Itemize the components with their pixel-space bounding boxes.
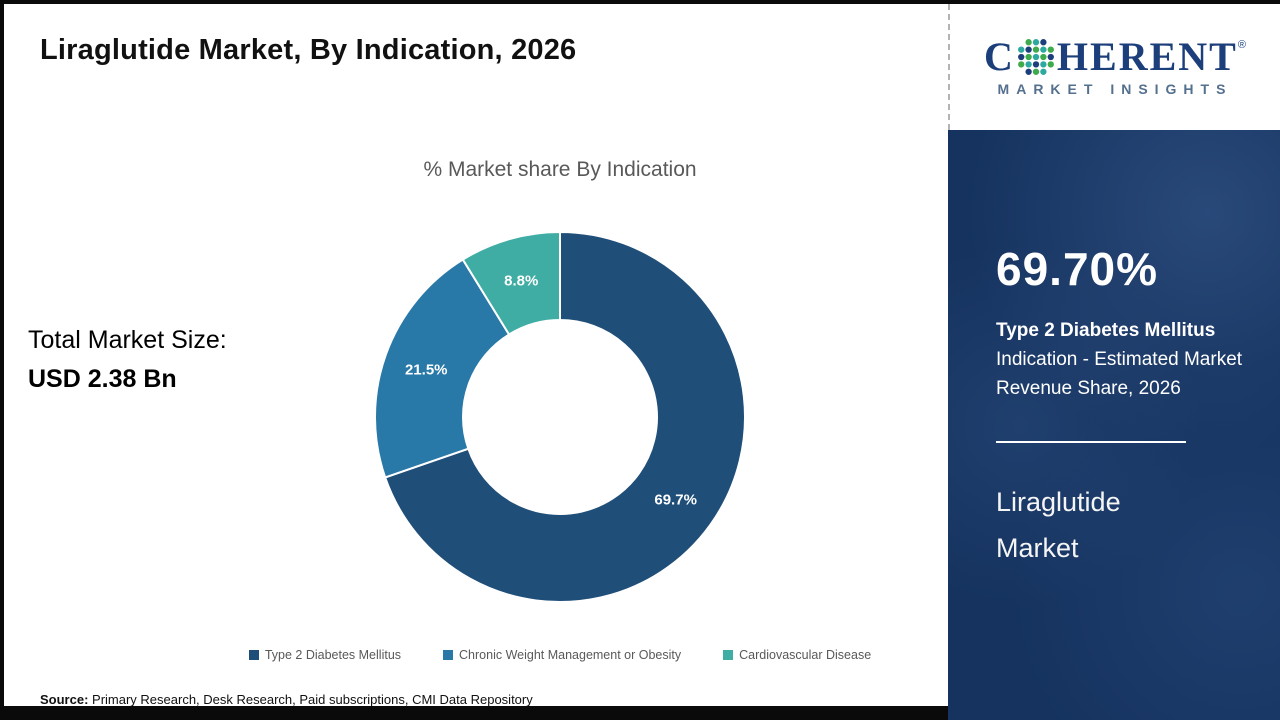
legend-swatch [248,650,259,660]
brand-wordmark: HERENT [1056,34,1238,79]
stat-description-bold: Type 2 Diabetes Mellitus [996,320,1216,341]
donut-chart: 69.7% 21.5% 8.8% [370,227,750,607]
bottom-bar [0,706,948,720]
brand-logo: C HERENT ® MARKET INSIGHTS [948,4,1280,130]
brand-subtitle: MARKET INSIGHTS [997,81,1233,97]
brand-letter-c: C [984,34,1015,79]
legend-label: Cardiovascular Disease [739,648,872,662]
donut-chart-svg: 69.7% 21.5% 8.8% [374,230,746,603]
legend-swatch [443,650,454,660]
total-market-block: Total Market Size: USD 2.38 Bn [28,326,227,394]
brand-logo-row: C HERENT ® [984,37,1246,77]
legend-item: Type 2 Diabetes Mellitus [248,648,402,662]
donut-slice [461,230,561,336]
chart-legend: Type 2 Diabetes Mellitus Chronic Weight M… [120,648,1000,662]
slice-label: 21.5% [405,361,448,378]
source-line: Source: Primary Research, Desk Research,… [40,692,533,707]
stat-description-rest: Indication - Estimated Market Revenue Sh… [996,349,1243,399]
highlight-panel: 69.70% Type 2 Diabetes Mellitus Indicati… [948,130,1280,720]
chart-panel: Liraglutide Market, By Indication, 2026 … [4,4,948,707]
stat-description: Type 2 Diabetes Mellitus Indication - Es… [996,316,1248,403]
right-column: C HERENT ® MARKET INSIGHTS 69.70% Type 2… [948,4,1280,720]
donut-slice [383,230,746,603]
total-market-label: Total Market Size: [28,326,227,354]
legend-swatch [723,650,734,660]
total-market-value: USD 2.38 Bn [28,365,177,393]
chart-subtitle: % Market share By Indication [423,158,697,181]
legend-label: Chronic Weight Management or Obesity [459,648,682,662]
stat-value: 69.70% [996,243,1159,295]
slice-label: 8.8% [504,272,538,289]
legend-item: Chronic Weight Management or Obesity [443,648,681,662]
donut-slice [374,258,511,479]
legend-label: Type 2 Diabetes Mellitus [264,648,402,662]
slice-label: 69.7% [654,491,697,508]
divider-line [996,441,1186,443]
dotted-globe-icon [1017,39,1054,75]
product-name: Liraglutide Market [996,487,1121,563]
registered-mark: ® [1237,39,1246,51]
legend-item: Cardiovascular Disease [723,648,871,662]
source-label: Source: [40,692,89,707]
page-title: Liraglutide Market, By Indication, 2026 [40,34,577,66]
source-text: Primary Research, Desk Research, Paid su… [92,692,533,707]
